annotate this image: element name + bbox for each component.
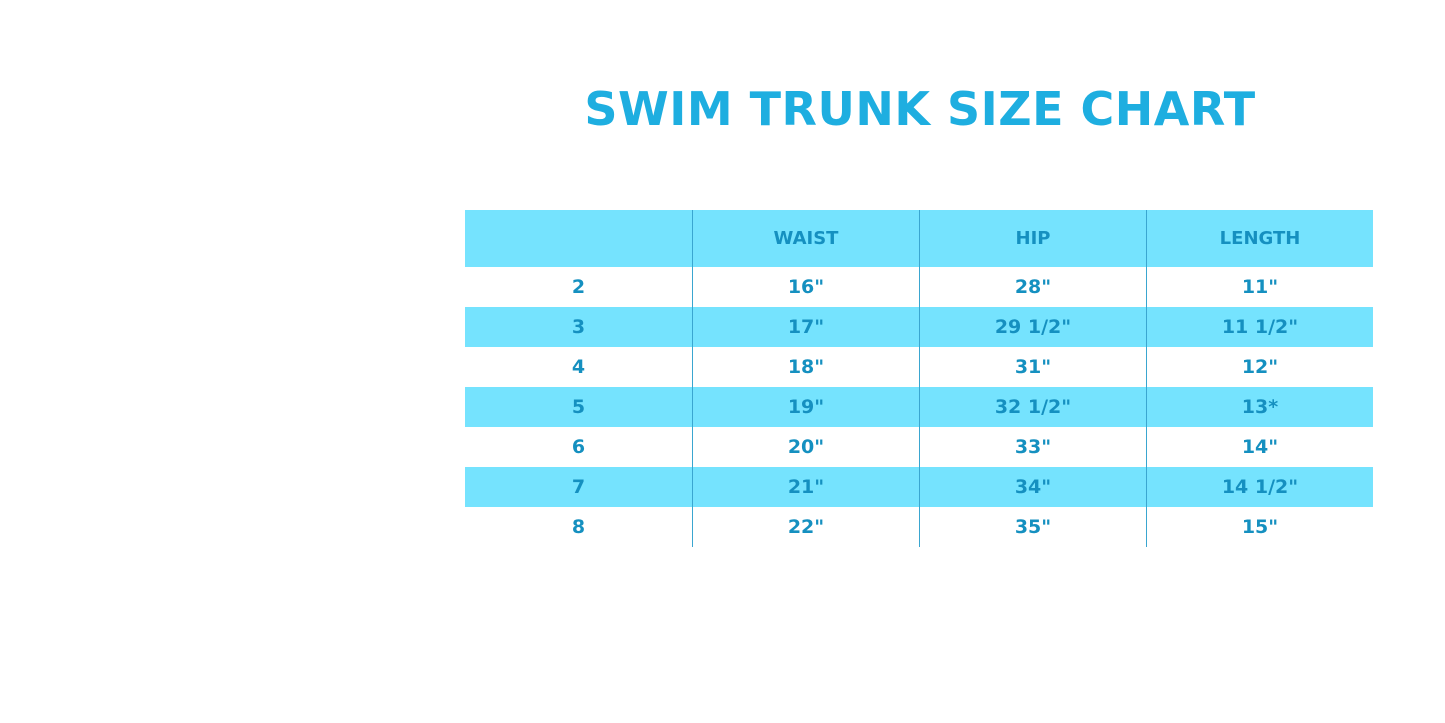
table-cell: 7: [571, 476, 586, 498]
table-header: WAIST HIP LENGTH: [465, 210, 1373, 267]
table-cell: 16": [692, 267, 919, 307]
size-table: WAIST HIP LENGTH 2 16" 28" 11" 3 17" 29 1/2" 11 1/…: [465, 210, 1373, 547]
table-cell: 19": [692, 387, 919, 427]
table-cell: 17": [692, 307, 919, 347]
table-cell: 21": [692, 467, 919, 507]
table-row: 3 17" 29 1/2" 11 1/2": [465, 307, 1373, 347]
table-cell: 6: [571, 436, 586, 458]
table-cell: 20": [692, 427, 919, 467]
table-cell: 33": [919, 427, 1146, 467]
table-cell: 22": [692, 507, 919, 547]
page-title: SWIM TRUNK SIZE CHART: [584, 82, 1256, 136]
table-row: 5 19" 32 1/2" 13*: [465, 387, 1373, 427]
column-header: LENGTH: [1146, 210, 1373, 267]
table-cell: 4: [571, 356, 586, 378]
table-cell: 11 1/2": [1146, 307, 1373, 347]
table-cell: 32 1/2": [919, 387, 1146, 427]
table-cell: 34": [919, 467, 1146, 507]
table-cell: 31": [919, 347, 1146, 387]
column-header: HIP: [919, 210, 1146, 267]
table-cell: 8: [571, 516, 586, 538]
table-row: 2 16" 28" 11": [465, 267, 1373, 307]
table-cell: 14": [1146, 427, 1373, 467]
table-cell: 28": [919, 267, 1146, 307]
column-header: [465, 210, 692, 267]
table-row: 8 22" 35" 15": [465, 507, 1373, 547]
table-cell: 12": [1146, 347, 1373, 387]
column-header: WAIST: [692, 210, 919, 267]
table-cell: 29 1/2": [919, 307, 1146, 347]
table-cell: 14 1/2": [1146, 467, 1373, 507]
table-cell: 35": [919, 507, 1146, 547]
table-cell: 15": [1146, 507, 1373, 547]
table-cell: 11": [1146, 267, 1373, 307]
table-cell: 2: [571, 276, 586, 298]
table-row: 6 20" 33" 14": [465, 427, 1373, 467]
table-cell: 18": [692, 347, 919, 387]
table-cell: 5: [571, 396, 586, 418]
table-row: 4 18" 31" 12": [465, 347, 1373, 387]
table-cell: 13*: [1146, 387, 1373, 427]
table-cell: 3: [571, 316, 586, 338]
table-row: 7 21" 34" 14 1/2": [465, 467, 1373, 507]
